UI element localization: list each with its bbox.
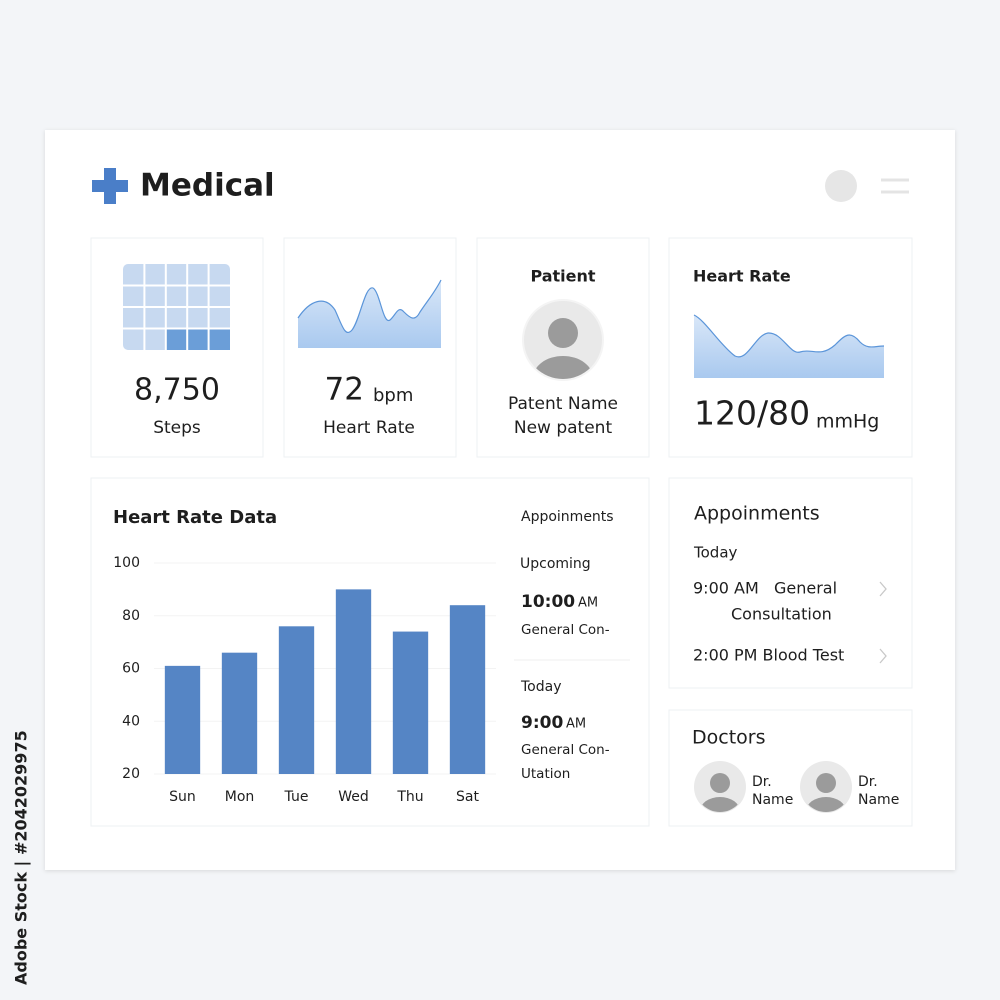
patient-avatar — [522, 299, 604, 381]
x-tick-label: Sun — [169, 789, 196, 805]
doctor-name: Name — [858, 792, 899, 808]
appointment-line: Consultation — [731, 605, 832, 624]
heart-rate-unit: bpm — [373, 385, 413, 406]
appointment-time: 9:00 AM — [693, 579, 759, 598]
chevron — [879, 648, 887, 664]
watermark: Adobe Stock | #2042029975 — [12, 730, 32, 985]
side-appointment-period: AM — [566, 717, 586, 732]
app-title: Medical — [140, 168, 275, 204]
appointment-item[interactable]: 2:00 PM Blood Test — [693, 646, 887, 665]
side-appointment-line: General Con- — [521, 622, 610, 638]
x-tick-label: Tue — [284, 789, 309, 805]
doctor-prefix: Dr. — [858, 774, 878, 790]
y-tick-label: 20 — [122, 766, 140, 782]
blood-pressure-title: Heart Rate — [693, 267, 791, 286]
heart-rate-label: Heart Rate — [323, 418, 415, 438]
side-appointment-time: 9:00 — [521, 713, 563, 733]
side-appointment-line: General Con- — [521, 742, 610, 758]
y-tick-label: 80 — [122, 608, 140, 624]
patient-name: Patent Name — [508, 394, 618, 414]
x-tick-label: Mon — [225, 789, 255, 805]
doctor-avatar — [800, 761, 852, 813]
bar — [392, 631, 429, 774]
appointment-item[interactable]: 9:00 AM General Consultation — [693, 579, 887, 624]
appointment-line: General — [774, 579, 837, 598]
bar — [449, 605, 486, 774]
doctors-title: Doctors — [692, 727, 766, 749]
profile-button[interactable] — [825, 170, 857, 202]
x-tick-label: Sat — [456, 789, 479, 805]
menu-button[interactable] — [881, 178, 909, 194]
bar — [221, 652, 258, 774]
chevron — [879, 581, 887, 597]
y-tick-label: 100 — [113, 555, 140, 571]
y-tick-label: 60 — [122, 661, 140, 677]
side-appointment-time: 10:00 — [521, 592, 575, 612]
heart-rate-value: 72 — [325, 372, 364, 408]
patient-status: New patent — [514, 418, 613, 438]
appointments-day: Today — [693, 544, 738, 562]
heart-rate-sparkline — [297, 279, 442, 348]
x-tick-label: Thu — [396, 789, 423, 805]
side-appointment-heading: Upcoming — [520, 556, 591, 572]
steps-label: Steps — [153, 418, 201, 438]
blood-pressure-sparkline — [693, 314, 885, 378]
appointment-text: 2:00 PM Blood Test — [693, 646, 844, 665]
doctor-name: Name — [752, 792, 793, 808]
bar — [335, 589, 372, 774]
chart-title: Heart Rate Data — [113, 507, 277, 528]
blood-pressure-value: 120/80 — [694, 394, 810, 433]
doctor-prefix: Dr. — [752, 774, 772, 790]
calendar-icon — [123, 264, 230, 350]
side-appointment-period: AM — [578, 596, 598, 611]
appointments-title: Appoinments — [694, 503, 820, 525]
bar — [164, 665, 201, 774]
doctor-avatar — [694, 761, 746, 813]
side-appointment-heading: Today — [520, 679, 562, 695]
blood-pressure-unit: mmHg — [816, 411, 879, 433]
side-appointment-line: Utation — [521, 766, 570, 782]
x-tick-label: Wed — [338, 789, 369, 805]
steps-value: 8,750 — [134, 373, 220, 408]
logo-cross — [92, 168, 128, 204]
bar — [278, 626, 315, 774]
patient-title: Patient — [530, 267, 595, 286]
appointments-card — [668, 477, 913, 689]
y-tick-label: 40 — [122, 713, 140, 729]
side-appointments-title: Appoinments — [521, 509, 614, 525]
bar-chart: 20 40 60 80 100 Sun Mon Tue Wed Thu Sat — [113, 555, 496, 805]
